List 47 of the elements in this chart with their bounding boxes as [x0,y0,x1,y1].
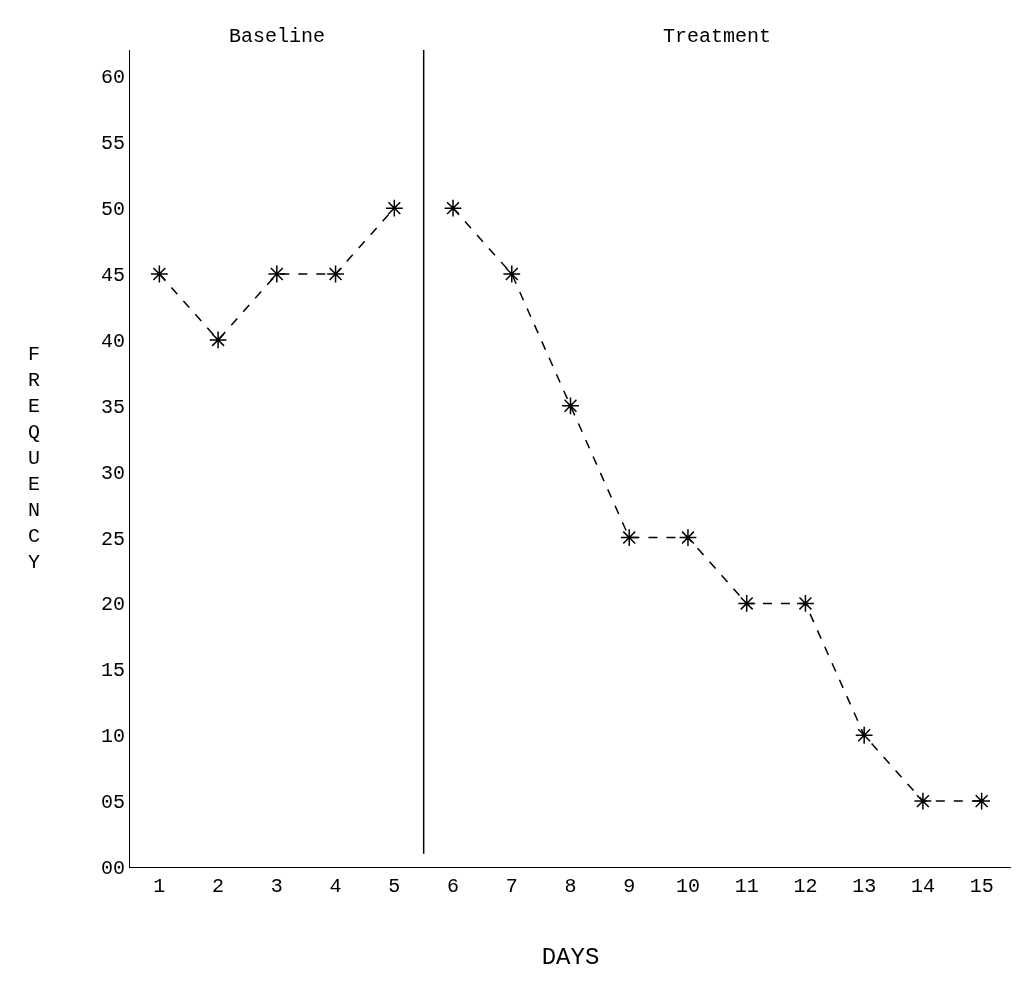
y-tick-label: 10 [100,725,125,749]
point [208,330,228,350]
x-tick-label: 1 [153,875,166,898]
x-tick-label: 4 [329,875,342,898]
point [326,264,345,284]
text: Baseline [229,25,326,48]
x-tick-label: 2 [212,875,225,898]
x-tick-label: 13 [852,875,877,898]
x-tick-label: 14 [910,875,935,898]
y-tick-label: 40 [100,329,125,353]
point [737,594,756,613]
x-tick-label: 10 [675,875,700,898]
point [561,396,580,415]
y-tick-label: 20 [100,593,125,617]
x-tick-label: 15 [969,875,994,898]
x-tick-label: 9 [623,875,636,898]
point [796,594,815,613]
y-tick-label: 35 [100,395,125,419]
y-tick-label: 25 [100,527,125,551]
x-tick-label: 12 [793,875,818,898]
point [855,726,874,745]
y-tick-label: 50 [100,198,125,222]
point [678,528,698,547]
point [502,264,521,284]
y-tick-label: 05 [100,791,125,815]
x-tick-label: 3 [270,875,283,898]
y-tick-label: 45 [100,264,125,288]
y-tick-label: 30 [100,461,125,485]
point [443,198,463,218]
y-tick-label: 60 [100,66,125,90]
point [972,791,991,811]
text: Treatment [663,25,772,48]
x-tick-label: 8 [564,875,577,898]
y-tick-label: 15 [100,659,125,683]
point [620,528,639,547]
point [267,264,286,284]
x-tick-label: 7 [505,875,518,898]
y-tick-label: 00 [100,857,125,880]
x-tick-label: 11 [734,875,759,898]
x-axis-title: DAYS [541,944,600,972]
point [150,264,169,284]
text: FREQUENCY [28,343,41,574]
x-tick-label: 5 [388,875,401,898]
point [385,198,404,218]
x-tick-label: 6 [447,875,460,898]
y-tick-label: 55 [100,132,125,156]
point [913,791,933,811]
